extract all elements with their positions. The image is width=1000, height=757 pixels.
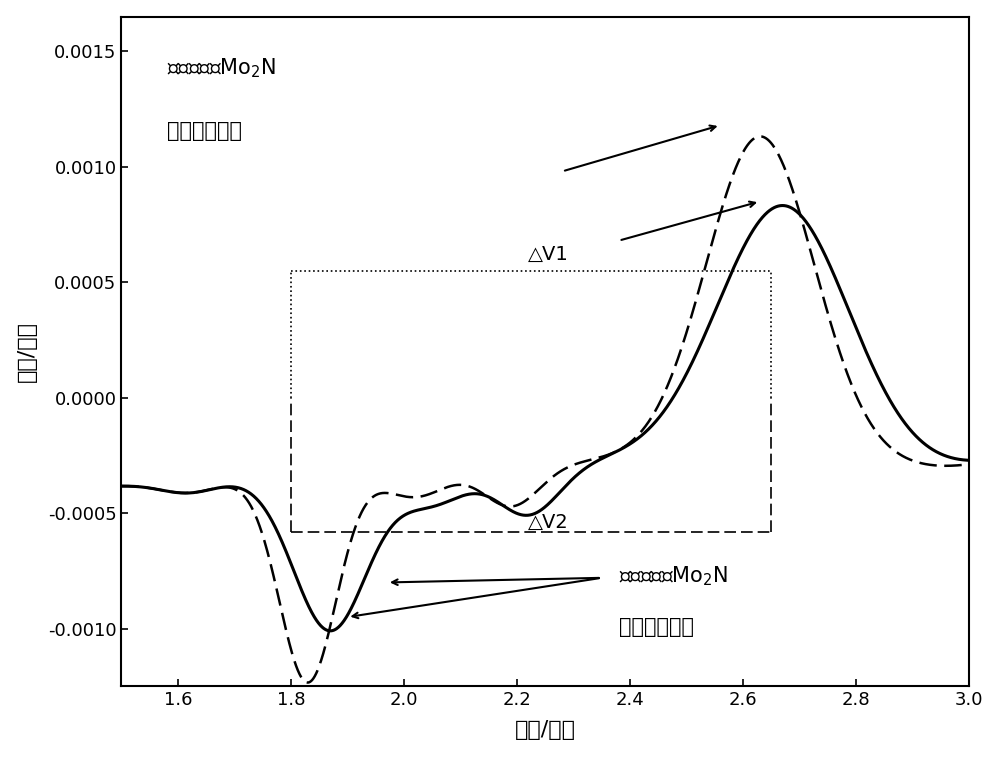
Text: 添加催化剂Mo$_2$N: 添加催化剂Mo$_2$N: [167, 56, 276, 79]
X-axis label: 电压/伏特: 电压/伏特: [515, 721, 576, 740]
Y-axis label: 电流/毫安: 电流/毫安: [17, 321, 37, 382]
Text: 添加催化剂Mo$_2$N: 添加催化剂Mo$_2$N: [619, 564, 728, 587]
Text: △V1: △V1: [528, 245, 569, 263]
Text: 未添加催化剂: 未添加催化剂: [167, 120, 242, 141]
Text: 未添加催化剂: 未添加催化剂: [619, 617, 694, 637]
Text: △V2: △V2: [528, 513, 569, 532]
